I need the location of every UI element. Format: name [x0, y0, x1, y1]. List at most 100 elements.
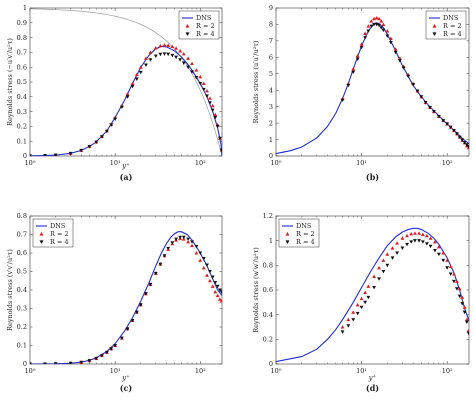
- point-r2: [186, 56, 191, 60]
- legend-label-dns: DNS: [50, 222, 65, 230]
- point-r4: [198, 251, 203, 255]
- point-r4: [366, 295, 371, 300]
- point-r2: [166, 43, 171, 47]
- point-r4: [381, 28, 386, 33]
- y-tick-label: 0.1: [17, 342, 27, 350]
- point-r4: [94, 356, 99, 361]
- point-r4: [79, 148, 84, 153]
- legend-label-r4: R = 4: [196, 30, 215, 38]
- point-r4: [162, 52, 167, 56]
- point-r4: [433, 249, 437, 253]
- point-r4: [359, 305, 364, 310]
- y-tick-label: 0.7: [17, 49, 27, 57]
- point-r4: [213, 116, 218, 120]
- point-r4: [441, 119, 446, 123]
- y-tick-label: 0.1: [17, 137, 27, 145]
- x-tick-label: 10¹: [356, 159, 367, 167]
- point-r4: [162, 254, 167, 258]
- point-r2: [448, 264, 453, 269]
- point-r2: [153, 46, 158, 50]
- point-r2: [210, 284, 215, 288]
- y-tick-label: 0.8: [17, 212, 27, 220]
- y-tick-label: 0: [269, 152, 273, 160]
- y-axis-label: Reynolds stress (−u′v′/u²τ): [6, 38, 14, 126]
- legend-swatch-r2: [432, 24, 437, 28]
- point-r2: [346, 317, 351, 322]
- point-r4: [406, 74, 411, 79]
- y-tick-label: 0: [23, 152, 27, 160]
- x-axis-label: y⁺: [121, 162, 130, 170]
- x-axis-label: y⁺: [368, 374, 377, 382]
- point-r4: [94, 140, 99, 144]
- y-tick-label: 0.6: [17, 63, 27, 71]
- point-r2: [395, 241, 399, 245]
- plot-area: [30, 231, 222, 364]
- panel-label: (d): [366, 383, 379, 393]
- point-r4: [178, 58, 183, 62]
- y-tick-label: 0.8: [263, 262, 273, 270]
- x-tick-label: 10²: [442, 367, 453, 375]
- point-r4: [53, 153, 58, 156]
- point-r4: [436, 252, 441, 257]
- legend-label-r4: R = 4: [296, 238, 315, 246]
- point-r4: [53, 362, 58, 364]
- x-tick-label: 10⁰: [271, 367, 282, 375]
- point-r2: [194, 251, 199, 255]
- y-tick-label: 0.5: [17, 268, 27, 276]
- y-tick-label: 1: [23, 4, 27, 12]
- point-r2: [441, 251, 446, 255]
- point-r2: [170, 44, 175, 48]
- point-r4: [181, 61, 186, 65]
- point-r4: [401, 66, 406, 70]
- point-r4: [448, 125, 453, 130]
- point-r2: [213, 289, 218, 294]
- point-r2: [190, 243, 194, 248]
- point-r4: [420, 240, 425, 244]
- legend-swatch-r2: [285, 232, 290, 236]
- y-tick-label: 0.3: [17, 108, 27, 116]
- point-r2: [366, 24, 371, 28]
- point-r2: [148, 50, 153, 54]
- panel-3: 0 0.1 0.2 0.3 0.4 0.5 0.6 0.7 0.8 10⁰ 10¹ 10² y⁺ Reyn…: [6, 212, 223, 393]
- point-r2: [425, 233, 429, 238]
- point-r2: [134, 72, 139, 77]
- point-r4: [217, 136, 222, 141]
- point-r4: [379, 26, 384, 30]
- point-r4: [388, 41, 393, 45]
- point-r4: [448, 272, 453, 276]
- legend-swatch-r4: [285, 240, 290, 244]
- point-r2: [374, 15, 379, 20]
- point-r4: [445, 266, 450, 270]
- point-r2: [455, 279, 459, 283]
- point-r4: [351, 318, 356, 322]
- point-r4: [87, 359, 92, 363]
- point-r4: [166, 246, 171, 251]
- legend-swatch-r4: [39, 240, 44, 244]
- point-r4: [208, 269, 212, 274]
- point-r2: [355, 302, 360, 307]
- legend-swatch-r4: [185, 32, 190, 36]
- point-r2: [359, 296, 364, 301]
- legend-box: [425, 10, 467, 40]
- legend-swatch-r2: [185, 24, 190, 28]
- point-r2: [198, 258, 203, 262]
- point-r4: [43, 362, 47, 364]
- point-r4: [174, 237, 178, 242]
- point-r2: [178, 49, 183, 53]
- point-r2: [377, 16, 381, 21]
- point-r2: [359, 42, 364, 46]
- point-r4: [372, 286, 376, 290]
- point-r4: [346, 324, 351, 328]
- point-r4: [186, 237, 191, 242]
- point-r4: [397, 59, 402, 63]
- x-tick-label: 10¹: [110, 367, 121, 375]
- point-r2: [377, 265, 381, 270]
- x-tick-label: 10⁰: [25, 367, 36, 375]
- point-r2: [219, 299, 222, 303]
- y-tick-label: 0.6: [263, 286, 273, 294]
- point-r2: [217, 297, 222, 301]
- panel-label: (c): [120, 383, 133, 393]
